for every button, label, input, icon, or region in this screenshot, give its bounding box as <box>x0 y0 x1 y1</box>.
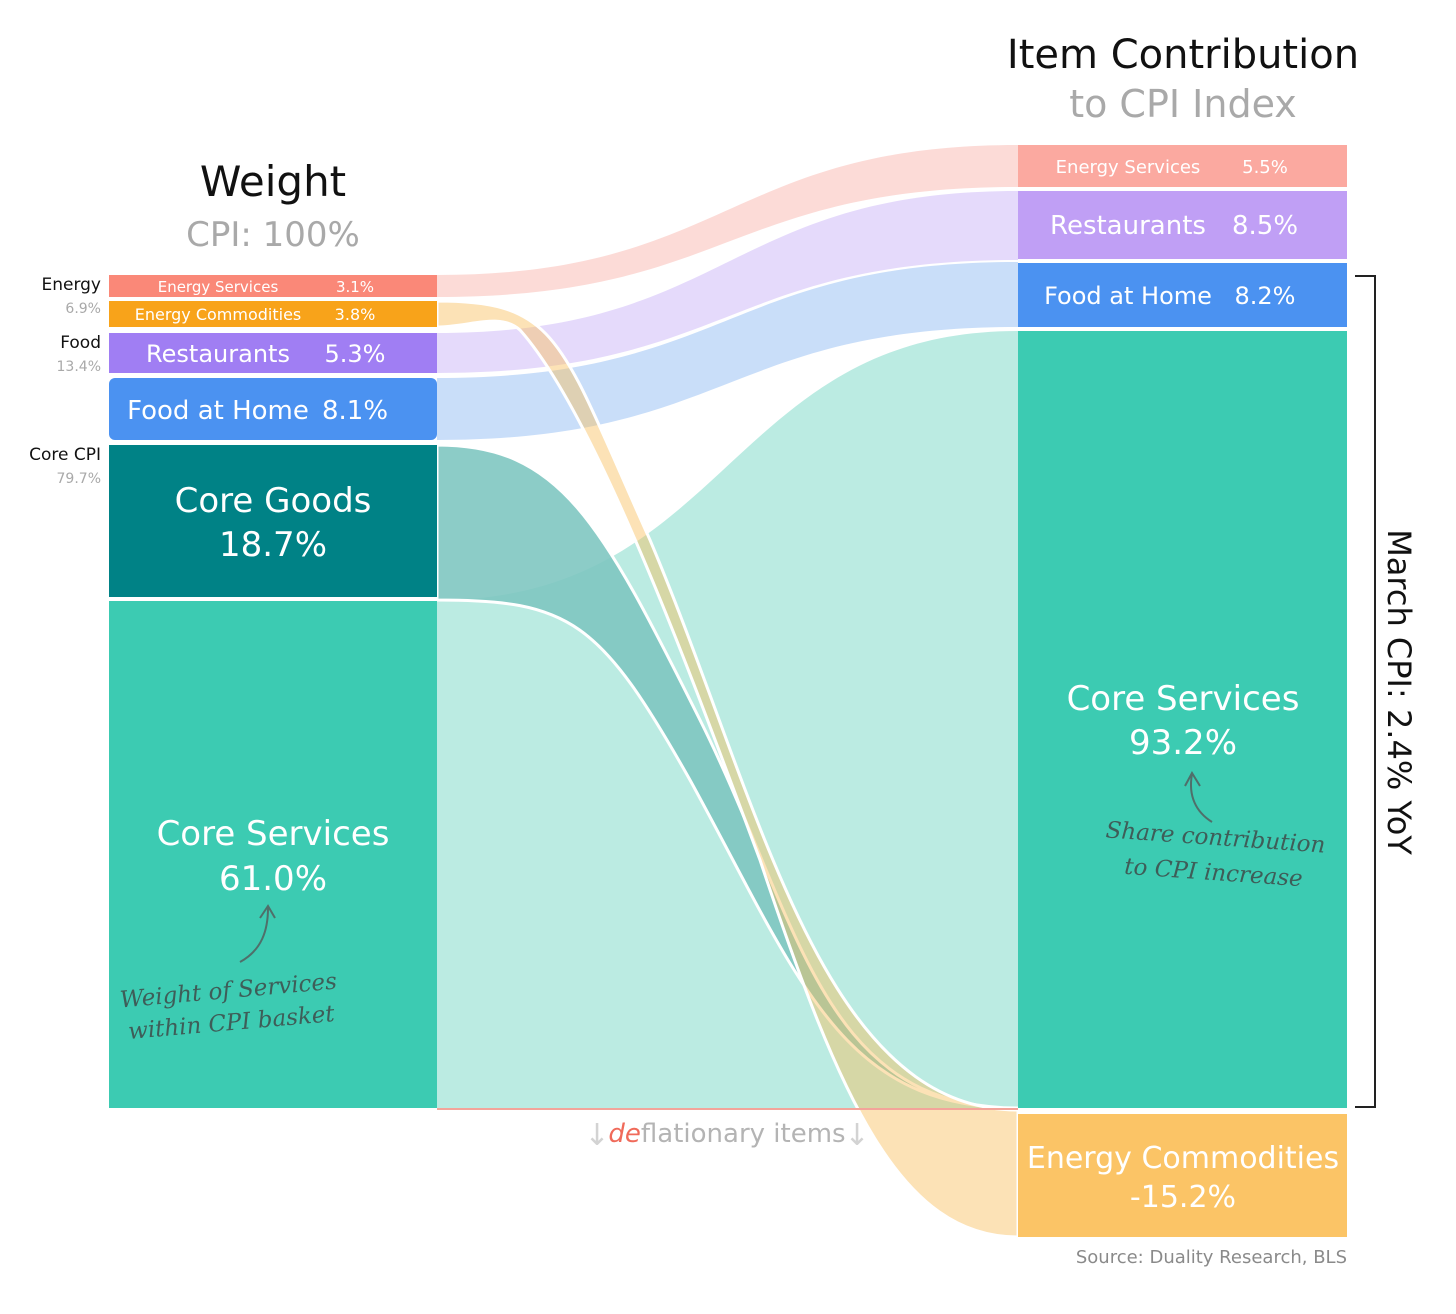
left-food-at-home-name: Food at Home <box>127 396 309 426</box>
flow-core-goods <box>435 443 1019 1110</box>
left-node-core-goods[interactable] <box>109 445 437 597</box>
right-subtitle: to CPI Index <box>1069 82 1297 126</box>
deflation-note: ↓ deflationary items ↓ <box>584 1118 869 1153</box>
right-node-energy-commodities[interactable] <box>1018 1114 1347 1237</box>
left-restaurants-name: Restaurants <box>146 340 290 368</box>
flow-energy-services <box>437 145 1018 297</box>
left-node-food-at-home[interactable] <box>109 378 437 440</box>
left-subtitle: CPI: 100% <box>186 215 360 255</box>
left-energy-commodities-value: 3.8% <box>335 305 376 324</box>
group-energy-value: 6.9% <box>65 301 101 317</box>
left-node-restaurants[interactable] <box>109 333 437 373</box>
left-node-labels: Energy Services 3.1% Energy Commodities … <box>127 278 389 899</box>
arrowhead-icon-right <box>1184 770 1201 787</box>
left-core-services-value: 61.0% <box>219 859 327 899</box>
down-arrow-icon: ↓ <box>584 1118 609 1153</box>
group-core-name: Core CPI <box>29 445 101 465</box>
deflation-label: deflationary items <box>608 1119 845 1149</box>
flow-food-at-home <box>437 262 1018 440</box>
right-core-services-value: 93.2% <box>1129 723 1237 763</box>
down-arrow-icon-right: ↓ <box>844 1118 869 1153</box>
source-note: Source: Duality Research, BLS <box>1076 1247 1347 1268</box>
right-node-core-services[interactable] <box>1018 331 1347 1108</box>
right-node-energy-services[interactable] <box>1018 145 1347 187</box>
deflation-prefix: de <box>608 1119 641 1149</box>
flows <box>435 145 1020 1239</box>
right-food-at-home-value: 8.2% <box>1235 282 1296 310</box>
group-core-value: 79.7% <box>57 471 101 487</box>
left-energy-commodities-name: Energy Commodities <box>135 305 302 324</box>
arrowhead-icon <box>259 904 276 919</box>
right-restaurants-name: Restaurants <box>1050 211 1206 241</box>
left-node-energy-services[interactable] <box>109 275 437 297</box>
group-food-value: 13.4% <box>57 359 101 375</box>
right-title: Item Contribution <box>1007 32 1359 78</box>
curved-arrow-icon-right <box>1190 773 1213 823</box>
left-energy-services-name: Energy Services <box>158 278 279 296</box>
right-food-at-home-name: Food at Home <box>1044 282 1212 310</box>
cpi-bracket: March CPI: 2.4% YoY <box>1355 275 1418 1108</box>
flow-restaurants <box>437 191 1018 373</box>
curved-arrow-icon <box>239 907 269 963</box>
right-node-labels: Energy Services 5.5% Restaurants 8.5% Fo… <box>1027 157 1339 1215</box>
march-cpi-label: March CPI: 2.4% YoY <box>1380 529 1418 855</box>
left-node-core-services[interactable] <box>109 601 437 1108</box>
left-core-goods-name: Core Goods <box>175 481 372 521</box>
group-labels: Energy 6.9% Food 13.4% Core CPI 79.7% <box>29 275 101 487</box>
left-restaurants-value: 5.3% <box>325 340 386 368</box>
right-core-services-name: Core Services <box>1067 679 1300 719</box>
deflation-rest: flationary items <box>641 1119 846 1149</box>
right-energy-services-value: 5.5% <box>1242 157 1288 178</box>
titles: Weight CPI: 100% Item Contribution to CP… <box>186 32 1359 255</box>
flow-energy-commodities <box>435 299 1020 1239</box>
right-nodes <box>1018 145 1347 1237</box>
right-energy-commodities-value: -15.2% <box>1130 1180 1236 1215</box>
left-node-energy-commodities[interactable] <box>109 301 437 327</box>
group-energy-name: Energy <box>41 275 101 295</box>
right-node-restaurants[interactable] <box>1018 191 1347 259</box>
group-food-name: Food <box>60 333 101 353</box>
left-core-services-name: Core Services <box>157 814 390 854</box>
left-nodes <box>109 275 437 1108</box>
right-node-food-at-home[interactable] <box>1018 263 1347 327</box>
bracket-line <box>1355 275 1376 1108</box>
left-core-goods-value: 18.7% <box>219 525 327 565</box>
left-food-at-home-value: 8.1% <box>322 396 388 426</box>
right-energy-services-name: Energy Services <box>1056 157 1201 178</box>
left-title: Weight <box>200 157 346 206</box>
right-restaurants-value: 8.5% <box>1232 211 1298 241</box>
flow-core-services <box>437 331 1018 1108</box>
left-energy-services-value: 3.1% <box>336 278 374 296</box>
right-energy-commodities-name: Energy Commodities <box>1027 1141 1339 1176</box>
